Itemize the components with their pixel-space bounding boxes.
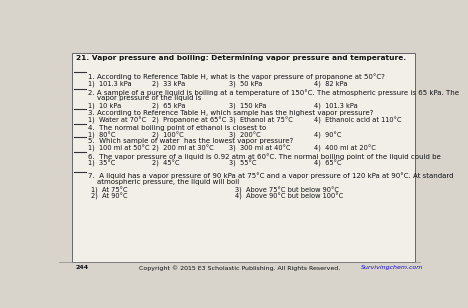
Text: 4.  The normal boiling point of ethanol is closest to: 4. The normal boiling point of ethanol i… — [88, 125, 266, 131]
Text: 2)  100°C: 2) 100°C — [152, 132, 183, 139]
Text: 7.  A liquid has a vapor pressure of 90 kPa at 75°C and a vapor pressure of 120 : 7. A liquid has a vapor pressure of 90 k… — [88, 172, 453, 179]
Text: 1)  Water at 70°C: 1) Water at 70°C — [88, 117, 146, 124]
Text: 2)  Propanone at 65°C: 2) Propanone at 65°C — [152, 117, 226, 124]
Text: 3)  55°C: 3) 55°C — [229, 160, 256, 167]
Text: 4)  101.3 kPa: 4) 101.3 kPa — [314, 102, 358, 109]
Text: 3)  Ethanol at 75°C: 3) Ethanol at 75°C — [229, 117, 293, 124]
Text: 1)  100 ml at 50°C: 1) 100 ml at 50°C — [88, 145, 150, 152]
Text: 1)  10 kPa: 1) 10 kPa — [88, 102, 121, 109]
Text: 1)  80°C: 1) 80°C — [88, 132, 116, 139]
Text: 2)  At 90°C: 2) At 90°C — [91, 192, 128, 200]
Text: 3)  300 ml at 40°C: 3) 300 ml at 40°C — [229, 145, 291, 152]
Text: 4)  400 ml at 20°C: 4) 400 ml at 20°C — [314, 145, 376, 152]
Text: 2)  65 kPa: 2) 65 kPa — [152, 102, 185, 109]
Text: 2)  200 ml at 30°C: 2) 200 ml at 30°C — [152, 145, 213, 152]
Text: 3)  50 kPa: 3) 50 kPa — [229, 80, 263, 87]
Text: 3)  Above 75°C but below 90°C: 3) Above 75°C but below 90°C — [235, 186, 339, 193]
Text: 244: 244 — [75, 265, 88, 270]
Text: Survivingchem.com: Survivingchem.com — [360, 265, 423, 270]
Text: 4)  90°C: 4) 90°C — [314, 132, 342, 139]
Text: 21. Vapor pressure and boiling: Determining vapor pressure and temperature.: 21. Vapor pressure and boiling: Determin… — [75, 55, 406, 61]
Text: vapor pressure of the liquid is: vapor pressure of the liquid is — [97, 95, 202, 101]
Text: 3. According to Reference Table H, which sample has the highest vapor pressure?: 3. According to Reference Table H, which… — [88, 110, 373, 116]
Text: 4)  82 kPa: 4) 82 kPa — [314, 80, 348, 87]
Text: 6.  The vapor pressure of a liquid is 0.92 atm at 60°C. The normal boiling point: 6. The vapor pressure of a liquid is 0.9… — [88, 153, 441, 160]
Text: 1)  35°C: 1) 35°C — [88, 160, 115, 167]
Text: 1)  101.3 kPa: 1) 101.3 kPa — [88, 80, 132, 87]
Text: atmospheric pressure, the liquid will boil: atmospheric pressure, the liquid will bo… — [97, 179, 240, 184]
FancyBboxPatch shape — [73, 53, 415, 262]
Text: 2)  45°C: 2) 45°C — [152, 160, 179, 167]
Text: 1)  At 75°C: 1) At 75°C — [91, 186, 128, 193]
Text: 2)  33 kPa: 2) 33 kPa — [152, 80, 185, 87]
Text: 3)  150 kPa: 3) 150 kPa — [229, 102, 266, 109]
Text: 4)  Ethanoic acid at 110°C: 4) Ethanoic acid at 110°C — [314, 117, 402, 124]
Text: 2. A sample of a pure liquid is boiling at a temperature of 150°C. The atmospher: 2. A sample of a pure liquid is boiling … — [88, 89, 459, 96]
Text: Copyright © 2015 E3 Scholastic Publishing. All Rights Reserved.: Copyright © 2015 E3 Scholastic Publishin… — [139, 265, 341, 271]
Text: 4)  Above 90°C but below 100°C: 4) Above 90°C but below 100°C — [235, 192, 344, 200]
Text: 1. According to Reference Table H, what is the vapor pressure of propanone at 50: 1. According to Reference Table H, what … — [88, 73, 385, 80]
Text: 5.  Which sample of water  has the lowest vapor pressure?: 5. Which sample of water has the lowest … — [88, 138, 293, 144]
Text: 3)  200°C: 3) 200°C — [229, 132, 261, 139]
Text: 4)  65°C: 4) 65°C — [314, 160, 342, 167]
